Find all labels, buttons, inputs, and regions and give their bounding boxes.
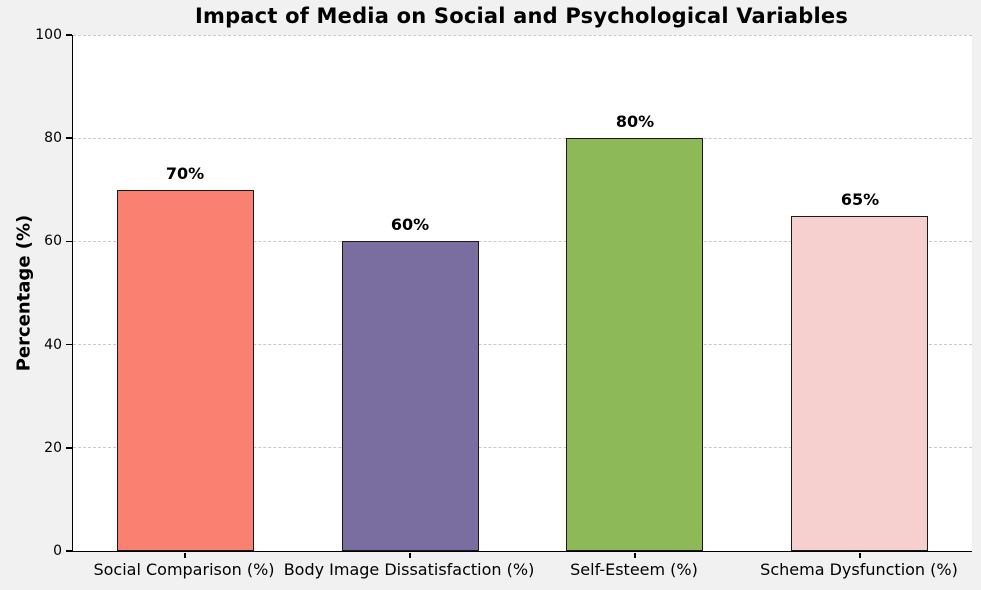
y-tick-label: 40 bbox=[44, 336, 62, 353]
y-tick-mark bbox=[66, 550, 72, 552]
bar-value-label: 60% bbox=[390, 215, 430, 234]
y-tick-label: 0 bbox=[53, 543, 62, 559]
x-tick-mark bbox=[184, 552, 186, 558]
bar-4 bbox=[791, 216, 928, 551]
y-tick-mark bbox=[66, 343, 72, 346]
bar-2 bbox=[342, 241, 479, 551]
x-tick-mark bbox=[634, 552, 636, 558]
x-tick-label: Schema Dysfunction (%) bbox=[760, 560, 958, 579]
gridline-y60 bbox=[73, 240, 972, 242]
y-tick-label: 60 bbox=[44, 233, 62, 250]
gridline-y100 bbox=[73, 34, 972, 36]
x-tick-label: Body Image Dissatisfaction (%) bbox=[283, 560, 535, 579]
bar-1 bbox=[117, 190, 254, 551]
chart-title: Impact of Media on Social and Psychologi… bbox=[194, 4, 849, 28]
plot-area: 70% 60% 80% 65% bbox=[72, 34, 972, 552]
bar-value-label: 70% bbox=[165, 164, 205, 183]
x-tick-mark bbox=[409, 552, 411, 558]
bar-value-label: 65% bbox=[840, 190, 880, 209]
bar-value-label: 80% bbox=[615, 112, 655, 131]
x-tick-mark bbox=[859, 552, 861, 558]
y-tick-mark bbox=[66, 137, 72, 139]
y-tick-mark bbox=[66, 240, 72, 243]
y-tick-label: 100 bbox=[35, 27, 62, 43]
x-tick-label: Self-Esteem (%) bbox=[570, 560, 698, 579]
y-tick-mark bbox=[66, 447, 72, 449]
y-tick-label: 80 bbox=[44, 130, 62, 147]
x-tick-label: Social Comparison (%) bbox=[93, 560, 275, 579]
gridline-y40 bbox=[73, 344, 972, 346]
gridline-y80 bbox=[73, 137, 972, 139]
y-tick-label: 20 bbox=[44, 439, 62, 456]
y-tick-mark bbox=[66, 34, 72, 36]
gridline-y20 bbox=[73, 447, 972, 449]
bar-3 bbox=[566, 138, 703, 551]
